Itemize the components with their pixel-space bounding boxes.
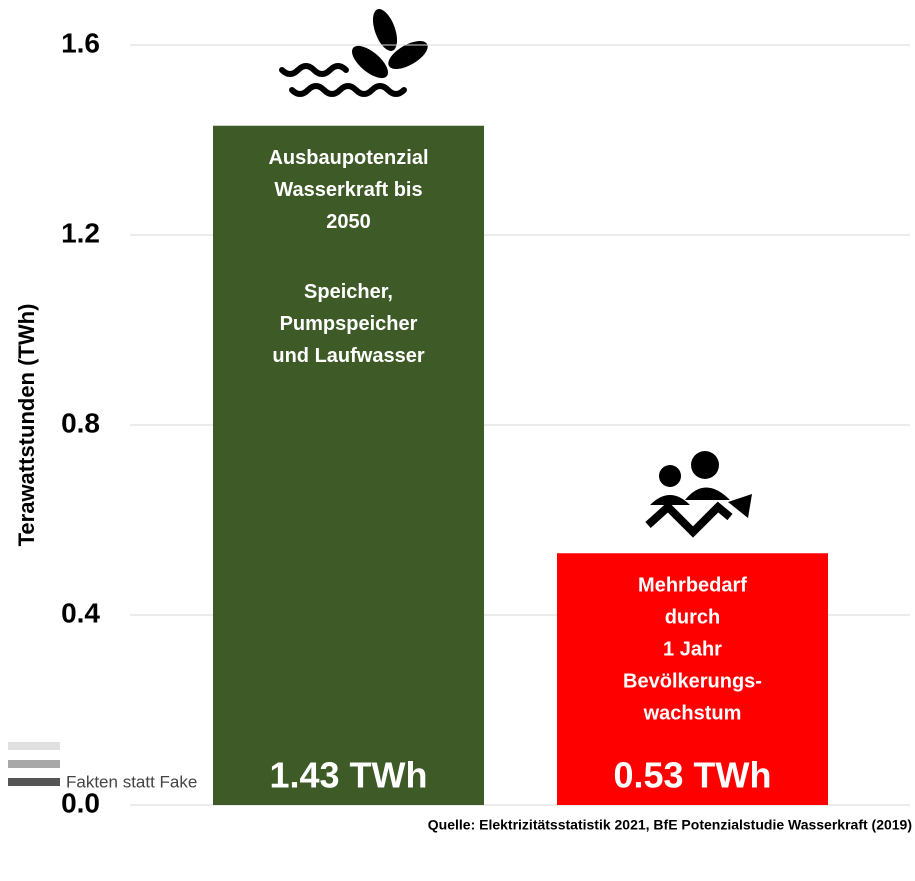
source: Quelle: Elektrizitätsstatistik 2021, BfE… [428, 817, 912, 833]
wave [279, 63, 349, 77]
logo-bar [8, 742, 60, 750]
arrow [645, 501, 733, 538]
y-tick-label: 0.0 [61, 787, 100, 818]
blade [388, 41, 428, 69]
arrow-head [728, 494, 752, 518]
value-label: 0.53 TWh [613, 755, 771, 796]
bar-label: wachstum [643, 703, 742, 725]
logo [8, 742, 60, 786]
y-tick-label: 0.8 [61, 407, 100, 438]
hydro-icon [279, 9, 428, 97]
blade [351, 45, 389, 79]
people-icon [645, 451, 752, 538]
head [691, 451, 719, 479]
bar-label: durch [665, 607, 721, 629]
y-axis-label: Terawattstunden (TWh) [14, 304, 39, 547]
bar [557, 553, 828, 805]
y-tick-label: 1.6 [61, 27, 100, 58]
bar-label: und Laufwasser [272, 345, 424, 367]
body [650, 487, 730, 505]
y-tick-label: 0.4 [61, 597, 100, 628]
bar-label: Wasserkraft bis [274, 179, 422, 201]
bar-label: 2050 [326, 211, 371, 233]
logo-bar [8, 778, 60, 786]
logo-bar [8, 760, 60, 768]
bar-label: Pumpspeicher [280, 313, 418, 335]
blade [372, 9, 398, 51]
brand: Fakten statt Fake [66, 772, 197, 791]
bar [213, 125, 484, 805]
bar-label: Speicher, [304, 281, 393, 303]
head [659, 465, 681, 487]
bar-label: Ausbaupotenzial [268, 147, 428, 169]
y-tick-label: 1.2 [61, 217, 100, 248]
bar-label: Bevölkerungs- [623, 671, 762, 693]
wave [289, 83, 407, 97]
bar-label: 1 Jahr [663, 639, 722, 661]
bar-label: Mehrbedarf [638, 575, 747, 597]
value-label: 1.43 TWh [269, 755, 427, 796]
